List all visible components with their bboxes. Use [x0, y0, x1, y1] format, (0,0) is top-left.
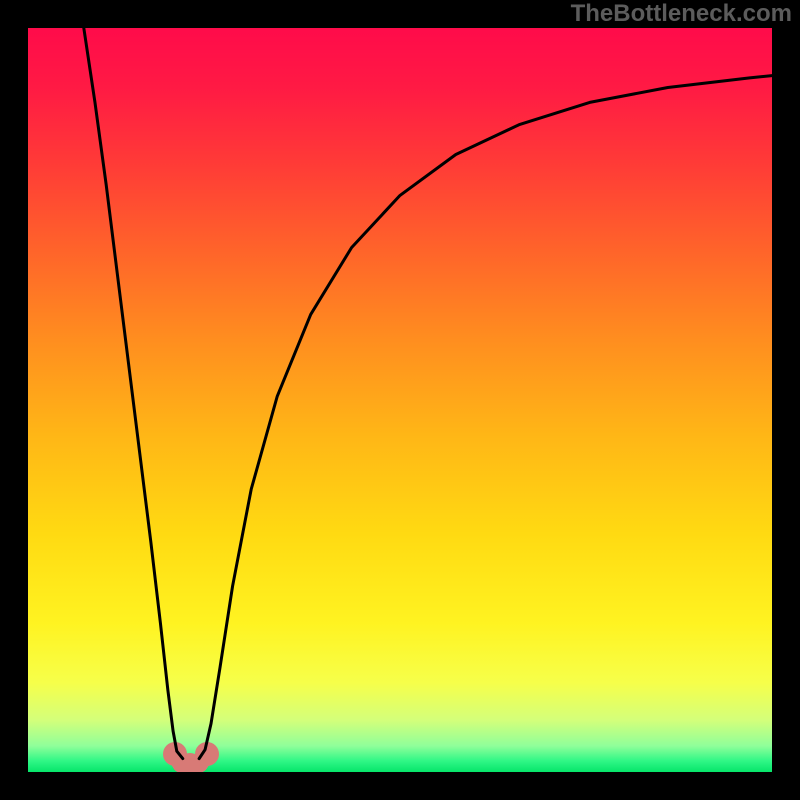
- plot-area: [28, 28, 772, 772]
- chart-frame: TheBottleneck.com: [0, 0, 800, 800]
- watermark-label: TheBottleneck.com: [571, 0, 792, 28]
- bottleneck-curve: [28, 28, 772, 772]
